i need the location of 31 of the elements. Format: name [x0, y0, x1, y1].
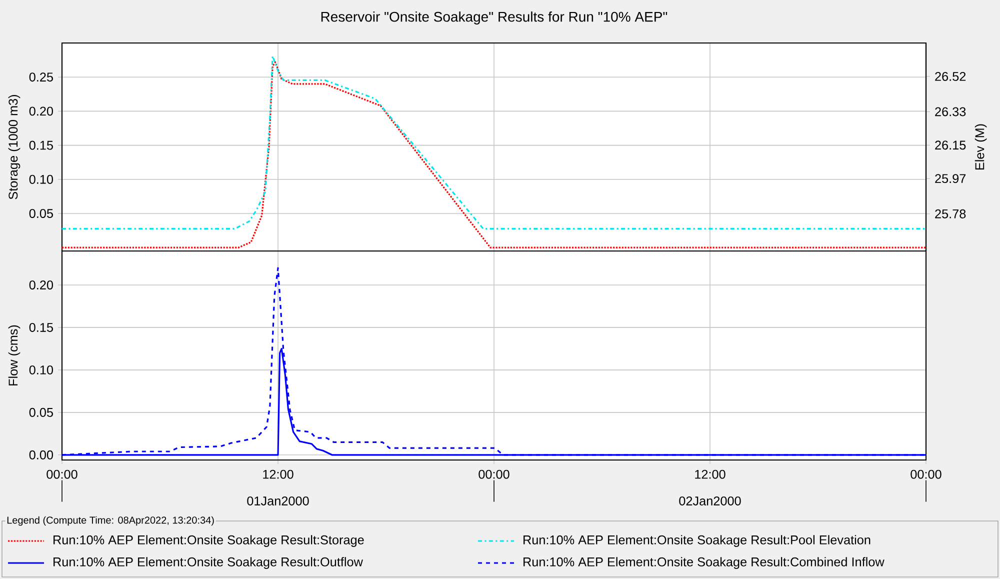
y-tick-label: 0.15	[29, 322, 53, 332]
text: 02Jan2000	[679, 496, 741, 506]
y-tick-label: 0.05	[29, 209, 53, 218]
legend-label: Run:10% AEP Element:Onsite Soakage Result:Pool Elevation	[524, 535, 870, 547]
text: 01Jan2000	[247, 496, 309, 506]
chart-title: Reservoir "Onsite Soakage" Results for Run "10% AEP"	[321, 11, 668, 25]
y2-tick-label: 25.97	[935, 174, 966, 184]
y-tick-label: 0.10	[29, 365, 54, 374]
y-tick-label: 0.00	[29, 450, 54, 460]
x-tick-label: 12:00	[695, 470, 726, 479]
y-tick-label: 0.15	[29, 140, 53, 150]
y2-axis-title: Elev (M)	[974, 124, 987, 170]
y-tick-label: 0.20	[29, 106, 54, 116]
y-axis-title: Storage (1000 m3)	[8, 95, 20, 200]
x-tick-label: 00:00	[46, 470, 78, 479]
x-tick-label: 12:00	[263, 470, 294, 479]
y-tick-label: 0.25	[29, 72, 53, 82]
y-tick-label: 0.05	[29, 408, 53, 417]
legend-label: Run:10% AEP Element:Onsite Soakage Result:Outflow	[54, 557, 363, 569]
y2-tick-label: 26.52	[935, 72, 966, 81]
x-tick-label: 00:00	[910, 470, 942, 479]
legend-title: Legend (Compute Time: 08Apr2022, 13:20:34)	[7, 516, 214, 526]
y-axis-title: Flow (cms)	[8, 325, 20, 386]
x-tick-label: 00:00	[478, 470, 510, 479]
legend-label: Run:10% AEP Element:Onsite Soakage Result:Storage	[54, 535, 364, 547]
y2-tick-label: 26.15	[935, 140, 966, 150]
y2-tick-label: 26.33	[935, 107, 966, 116]
y-tick-label: 0.10	[29, 174, 54, 184]
y2-tick-label: 25.78	[935, 209, 966, 218]
legend-label: Run:10% AEP Element:Onsite Soakage Result:Combined Inflow	[524, 557, 884, 569]
y-tick-label: 0.20	[29, 280, 54, 290]
